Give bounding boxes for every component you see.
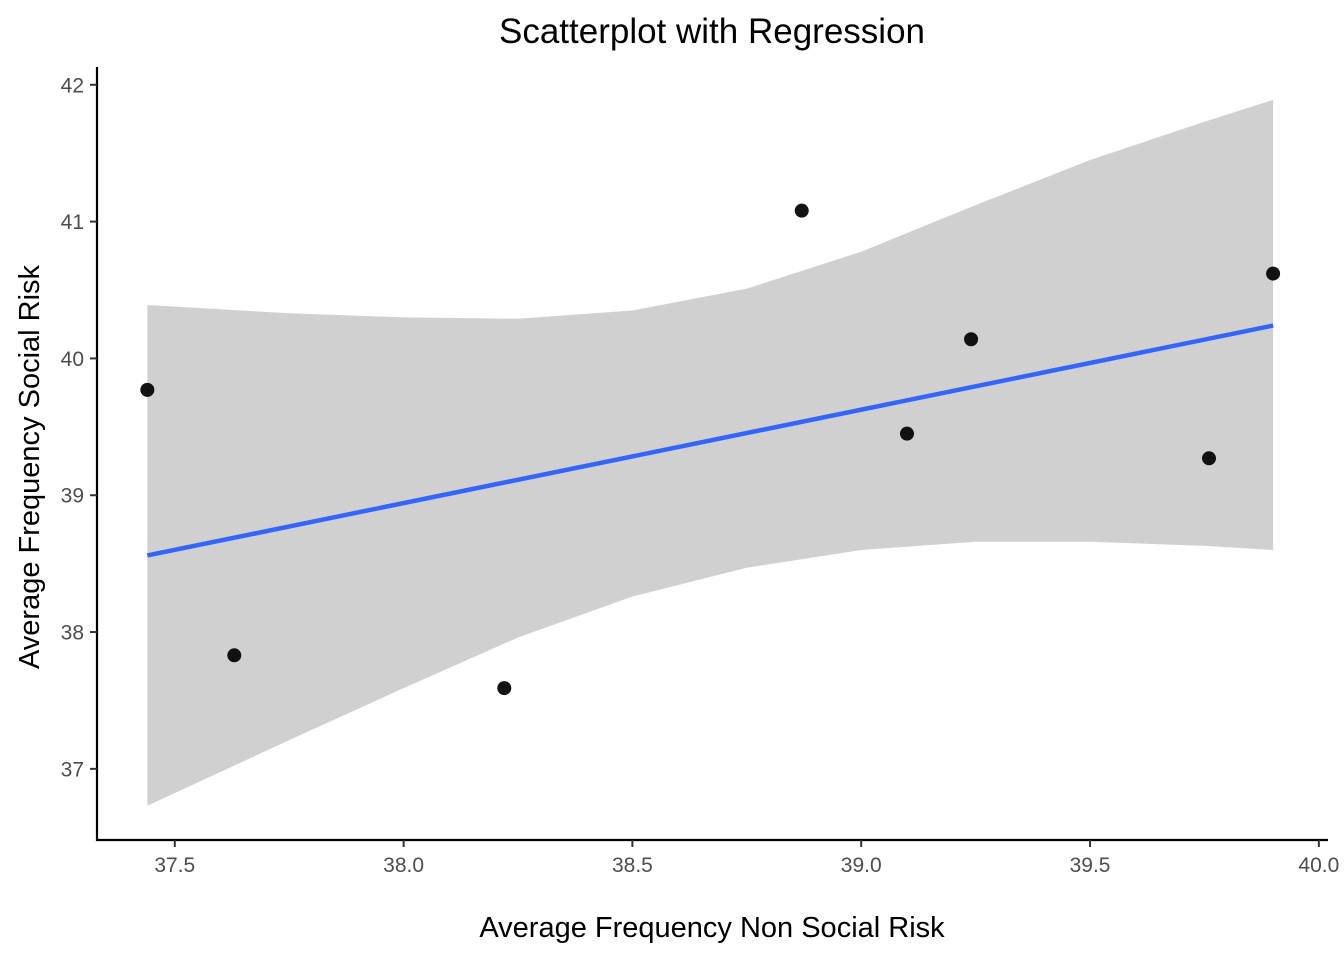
y-axis-title: Average Frequency Social Risk	[14, 264, 46, 669]
y-tick-label: 40	[61, 348, 84, 371]
x-tick-label: 38.0	[383, 854, 424, 877]
x-tick-label: 37.5	[154, 854, 195, 877]
y-tick-label: 38	[61, 622, 84, 645]
x-axis-title: Average Frequency Non Social Risk	[479, 912, 945, 944]
plot-area	[140, 99, 1281, 806]
data-point	[1202, 451, 1217, 466]
data-point	[899, 426, 914, 441]
chart-title: Scatterplot with Regression	[499, 12, 925, 51]
x-tick-label: 39.0	[841, 854, 882, 877]
data-point	[964, 332, 979, 347]
regression-line	[146, 323, 1274, 558]
data-point	[794, 203, 809, 218]
axes: 37.5 38.0 38.5 39.0 39.5 40.0 37 38 39 40 41 42	[61, 67, 1339, 877]
data-point	[140, 382, 155, 397]
y-tick-label: 41	[61, 211, 84, 234]
x-tick-label: 39.5	[1070, 854, 1111, 877]
data-point	[227, 648, 242, 663]
y-tick-label: 42	[61, 74, 84, 97]
confidence-band	[147, 99, 1274, 806]
data-point	[497, 681, 512, 696]
y-tick-label: 37	[61, 758, 84, 781]
data-point	[1266, 266, 1281, 281]
x-tick-label: 38.5	[612, 854, 653, 877]
y-tick-label: 39	[61, 485, 84, 508]
x-tick-label: 40.0	[1298, 854, 1339, 877]
